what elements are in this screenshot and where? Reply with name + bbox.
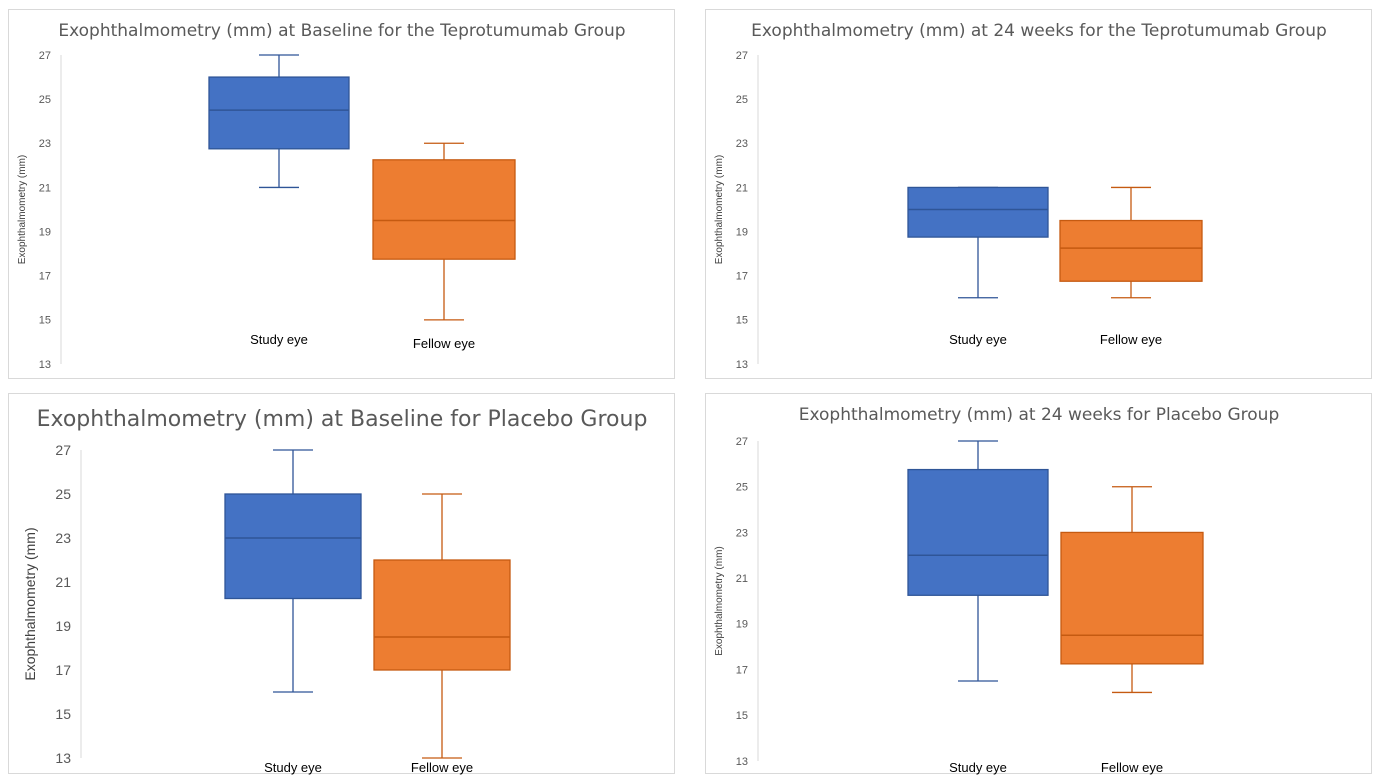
chart-panel-placebo-24weeks: Exophthalmometry (mm) at 24 weeks for Pl… (705, 393, 1372, 775)
y-tick-label: 17 (736, 271, 748, 283)
box-fellow-eye (1059, 186, 1203, 299)
y-tick-label: 21 (736, 573, 748, 585)
y-axis-label: Exophthalmometry (mm) (714, 546, 725, 655)
box-iqr (907, 186, 1049, 238)
y-tick-label: 25 (736, 482, 748, 494)
y-axis-label: Exophthalmometry (mm) (714, 155, 725, 264)
y-tick-label: 23 (39, 138, 51, 150)
box-fellow-eye (1060, 486, 1204, 694)
y-tick-label: 17 (55, 662, 71, 678)
boxplot-placebo-24weeks: Exophthalmometry (mm) at 24 weeks for Pl… (714, 405, 1280, 775)
chart-title: Exophthalmometry (mm) at Baseline for th… (58, 21, 625, 41)
category-label: Fellow eye (411, 760, 473, 775)
y-tick-label: 27 (39, 50, 51, 62)
y-tick-label: 19 (39, 226, 51, 238)
category-label: Study eye (250, 332, 308, 347)
category-label: Fellow eye (413, 336, 475, 351)
y-tick-label: 21 (736, 182, 748, 194)
y-tick-label: 15 (55, 706, 71, 722)
boxplot-teprotumumab-baseline: Exophthalmometry (mm) at Baseline for th… (17, 21, 626, 371)
box-iqr (224, 493, 362, 600)
y-tick-label: 19 (736, 226, 748, 238)
y-axis-label: Exophthalmometry (mm) (22, 527, 38, 680)
category-label: Study eye (949, 760, 1007, 775)
y-tick-label: 27 (55, 442, 71, 458)
category-label: Study eye (949, 332, 1007, 347)
y-tick-label: 23 (736, 138, 748, 150)
y-tick-label: 25 (55, 486, 71, 502)
y-axis-label: Exophthalmometry (mm) (17, 155, 28, 264)
box-iqr (373, 559, 511, 671)
y-tick-label: 19 (55, 618, 71, 634)
y-tick-label: 13 (55, 750, 71, 766)
box-fellow-eye (372, 142, 516, 321)
y-tick-label: 17 (736, 664, 748, 676)
y-tick-label: 13 (39, 359, 51, 371)
y-tick-label: 19 (736, 619, 748, 631)
y-tick-label: 13 (736, 756, 748, 768)
y-tick-label: 27 (736, 50, 748, 62)
box-study-eye (224, 449, 362, 693)
y-tick-label: 25 (736, 94, 748, 106)
chart-title: Exophthalmometry (mm) at 24 weeks for Pl… (799, 405, 1280, 425)
chart-title: Exophthalmometry (mm) at Baseline for Pl… (37, 407, 648, 432)
chart-panel-teprotumumab-baseline: Exophthalmometry (mm) at Baseline for th… (8, 9, 675, 379)
chart-panel-teprotumumab-24weeks: Exophthalmometry (mm) at 24 weeks for th… (705, 9, 1372, 379)
box-iqr (208, 76, 350, 150)
boxplot-placebo-baseline: Exophthalmometry (mm) at Baseline for Pl… (22, 407, 648, 775)
box-iqr (372, 159, 516, 260)
y-tick-label: 13 (736, 359, 748, 371)
y-tick-label: 23 (736, 527, 748, 539)
y-tick-label: 27 (736, 436, 748, 448)
box-iqr (907, 468, 1049, 596)
category-label: Study eye (264, 760, 322, 775)
category-label: Fellow eye (1101, 760, 1163, 775)
y-tick-label: 21 (55, 574, 71, 590)
box-study-eye (907, 440, 1049, 682)
y-tick-label: 25 (39, 94, 51, 106)
boxplot-teprotumumab-24weeks: Exophthalmometry (mm) at 24 weeks for th… (714, 21, 1327, 371)
y-tick-label: 23 (55, 530, 71, 546)
category-label: Fellow eye (1100, 332, 1162, 347)
chart-title: Exophthalmometry (mm) at 24 weeks for th… (751, 21, 1327, 41)
box-iqr (1060, 531, 1204, 665)
chart-panel-placebo-baseline: Exophthalmometry (mm) at Baseline for Pl… (8, 393, 675, 775)
box-study-eye (208, 54, 350, 189)
box-iqr (1059, 219, 1203, 282)
y-tick-label: 15 (736, 710, 748, 722)
y-tick-label: 17 (39, 271, 51, 283)
y-tick-label: 15 (736, 315, 748, 327)
y-tick-label: 15 (39, 315, 51, 327)
box-study-eye (907, 186, 1049, 299)
y-tick-label: 21 (39, 182, 51, 194)
box-fellow-eye (373, 493, 511, 759)
